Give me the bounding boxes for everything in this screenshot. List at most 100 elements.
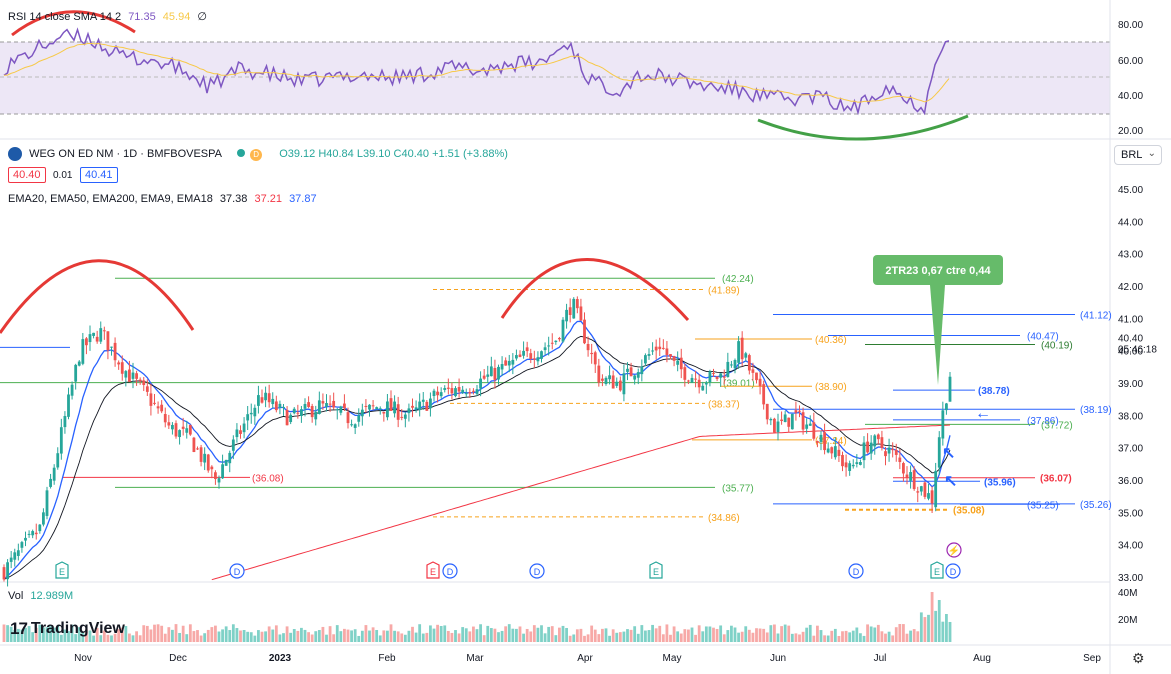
level-label: (39.01) [723, 379, 755, 390]
rsi-sma-line [3, 42, 950, 103]
candle-body [253, 407, 257, 417]
candle-body [841, 455, 844, 467]
rsi-title: RSI 14 close SMA 14 2 [8, 11, 122, 23]
candle-body [489, 366, 493, 377]
candle-body [153, 402, 156, 404]
symbol-name[interactable]: WEG ON ED NM · 1D · BMFBOVESPA [29, 147, 222, 160]
volume-bar [407, 630, 411, 642]
volume-bar [629, 629, 633, 642]
volume-bar [697, 625, 701, 642]
head-arc-right [500, 258, 690, 322]
event-label: E [653, 567, 659, 577]
volume-bar [497, 632, 500, 642]
volume-bar [651, 624, 654, 642]
candle-body [712, 373, 715, 375]
candle-body [511, 359, 515, 365]
volume-bar [715, 628, 719, 642]
volume-bar [9, 626, 13, 642]
candle-body [67, 394, 70, 417]
volume-bar [823, 635, 826, 642]
candle-body [669, 354, 672, 357]
volume-bar [27, 626, 31, 642]
candle-body [439, 392, 443, 397]
volume-bar [755, 628, 758, 642]
logo-text: TradingView [30, 620, 125, 637]
candle-body [446, 387, 450, 389]
candle-body [586, 343, 590, 351]
candle-body [271, 398, 275, 405]
volume-bar [411, 626, 414, 642]
rsi-legend: RSI 14 close SMA 14 2 71.35 45.94 ∅ [8, 10, 211, 23]
candle-body [335, 409, 339, 411]
candle-body [414, 407, 418, 410]
candle-body [500, 364, 504, 370]
volume-bar [927, 614, 930, 642]
candle-body [92, 332, 95, 336]
volume-bar [153, 624, 156, 642]
volume-bar [790, 633, 794, 642]
volume-bar [214, 625, 217, 642]
candle-body [285, 409, 289, 426]
volume-bar [783, 624, 787, 642]
volume-bar [701, 631, 705, 642]
event-label: D [234, 567, 241, 577]
rsi-line [3, 27, 950, 116]
level-label: (40.47) [1027, 331, 1059, 342]
volume-bar [830, 630, 834, 642]
candle-body [472, 390, 475, 392]
candle-body [443, 388, 447, 390]
rsi-arc-red [11, 10, 136, 37]
candle-body [783, 414, 787, 423]
rsi-value-1: 71.35 [128, 11, 156, 23]
volume-bar [722, 634, 726, 642]
volume-bar [350, 630, 353, 642]
candle-body [930, 490, 934, 504]
eye-icon[interactable] [8, 147, 22, 161]
currency-select[interactable]: BRL ⌄ [1114, 145, 1162, 165]
candle-body [70, 384, 74, 396]
candle-body [360, 409, 364, 417]
spread: 0.01 [53, 170, 73, 181]
buy-price[interactable]: 40.41 [80, 167, 118, 183]
sell-price[interactable]: 40.40 [8, 167, 46, 183]
volume-bar [357, 635, 361, 642]
volume-bar [837, 635, 841, 642]
candle-body [941, 410, 945, 439]
ohlc-values: O39.12 H40.84 L39.10 C40.40 +1.51 (+3.88… [279, 147, 508, 160]
candle-body [149, 393, 153, 406]
candle-body [210, 466, 214, 470]
candle-body [178, 430, 181, 438]
candle-body [776, 421, 780, 433]
volume-bar [816, 625, 819, 642]
time-axis-tick: 2023 [269, 653, 292, 664]
symbol-legend[interactable]: WEG ON ED NM · 1D · BMFBOVESPA D O39.12 … [8, 147, 512, 161]
ema9-line [3, 320, 951, 580]
level-label: (40.19) [1041, 341, 1073, 352]
candle-body [20, 542, 24, 548]
candle-body [282, 406, 285, 408]
level-label: (38.78) [978, 386, 1010, 397]
candle-body [411, 405, 414, 408]
volume-bar [317, 630, 321, 642]
volume-bar [733, 627, 737, 642]
volume-bar [762, 628, 766, 642]
gear-icon[interactable]: ⚙ [1132, 650, 1145, 666]
candle-body [124, 371, 128, 378]
ema-legend[interactable]: EMA20, EMA50, EMA200, EMA9, EMA18 37.38 … [8, 193, 321, 205]
lightning-icon [946, 542, 962, 558]
candle-body [558, 338, 561, 340]
volume-bar [841, 631, 844, 642]
candle-body [81, 339, 85, 364]
volume-bar [554, 635, 558, 642]
candle-body [601, 378, 604, 381]
candle-body [171, 424, 174, 430]
volume-bar [808, 624, 812, 642]
tradingview-logo[interactable]: 17 TradingView [10, 619, 125, 639]
candle-body [95, 336, 99, 342]
candle-body [672, 356, 676, 361]
candle-body [626, 368, 629, 372]
candle-body [407, 408, 411, 414]
candle-body [679, 357, 683, 370]
time-axis-tick: Nov [74, 653, 92, 664]
